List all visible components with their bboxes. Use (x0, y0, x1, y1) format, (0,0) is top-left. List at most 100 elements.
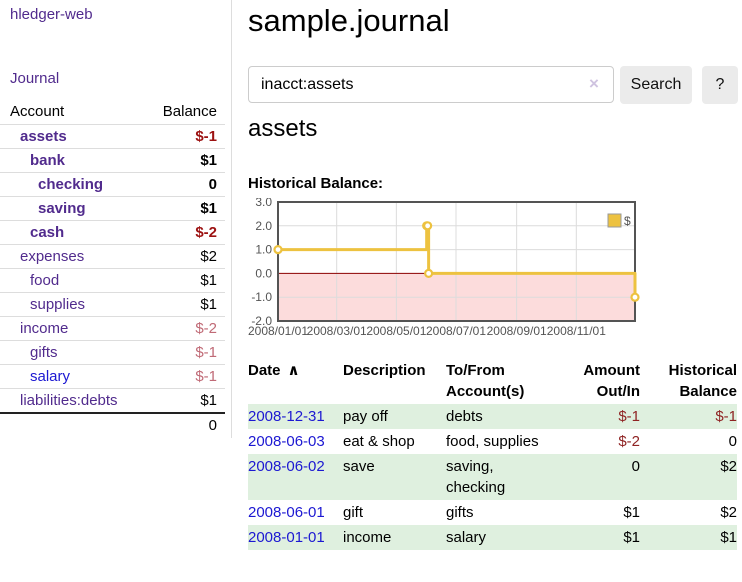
app-brand-link[interactable]: hledger-web (10, 6, 93, 23)
txn-balance: $2 (640, 454, 737, 500)
accounts-total-row: 0 (0, 412, 225, 437)
account-name-cell: bank (0, 148, 140, 173)
svg-text:1.0: 1.0 (255, 243, 272, 257)
account-link[interactable]: supplies (30, 296, 86, 313)
account-link[interactable]: food (30, 272, 60, 289)
col-header-tofrom: To/From Account(s) (446, 362, 525, 400)
txn-amount: $1 (623, 504, 640, 521)
account-heading: assets (248, 115, 318, 142)
clear-search-icon[interactable]: × (589, 74, 599, 93)
svg-text:0.0: 0.0 (255, 266, 272, 280)
account-link[interactable]: gifts (30, 344, 58, 361)
transaction-row[interactable]: 2008-01-01 income salary $1 $1 (248, 525, 737, 550)
txn-balance: 0 (728, 433, 737, 450)
account-row: bank $1 (0, 148, 225, 173)
account-balance: $-1 (139, 340, 225, 365)
account-link[interactable]: saving (38, 200, 86, 217)
col-header-amount: Amount Out/In (583, 362, 640, 400)
svg-text:2008/11/01: 2008/11/01 (547, 324, 606, 338)
txn-amount: $1 (558, 525, 640, 550)
txn-description: pay off (343, 404, 446, 429)
account-balance: $1 (139, 268, 225, 293)
svg-text:$: $ (624, 214, 631, 228)
main-content: sample.journal × Search ? assets Histori… (248, 0, 742, 582)
account-balance: 0 (139, 172, 225, 197)
txn-amount: $-2 (618, 433, 640, 450)
account-link[interactable]: assets (20, 128, 67, 145)
txn-balance: $2 (720, 504, 737, 521)
account-balance: $1 (139, 148, 225, 173)
account-link[interactable]: income (20, 320, 69, 337)
account-row: saving $1 (0, 196, 225, 221)
account-name-cell: gifts (0, 340, 140, 365)
txn-date-cell: 2008-12-31 (248, 404, 343, 429)
transaction-row[interactable]: 2008-06-02 save saving, checking 0 $2 (248, 454, 737, 500)
col-header-description: Description (343, 362, 426, 379)
txn-date-link[interactable]: 2008-01-01 (248, 529, 325, 546)
sidebar-item-journal[interactable]: Journal (10, 70, 60, 87)
search-button[interactable]: Search (620, 66, 692, 104)
chart-title: Historical Balance: (248, 175, 384, 192)
accounts-total-value: 0 (139, 412, 225, 437)
account-balance: $2 (139, 244, 225, 269)
accounts-total-spacer (0, 412, 140, 437)
account-balance: $-2 (139, 220, 225, 245)
account-link[interactable]: cash (30, 224, 65, 241)
svg-text:2008/01/01: 2008/01/01 (248, 324, 308, 338)
col-header-date[interactable]: Date ∧ (248, 358, 343, 404)
txn-date-cell: 2008-06-02 (248, 454, 343, 500)
svg-text:2008/07/01: 2008/07/01 (426, 324, 486, 338)
account-balance: $1 (139, 292, 225, 317)
help-button[interactable]: ? (702, 66, 738, 104)
col-header-balance: Historical Balance (668, 362, 737, 400)
account-link[interactable]: expenses (20, 248, 85, 265)
txn-date-cell: 2008-01-01 (248, 525, 343, 550)
account-name-cell: supplies (0, 292, 140, 317)
account-balance: $-1 (139, 124, 225, 149)
transactions-table: Date ∧ Description To/From Account(s) Amo… (248, 358, 737, 550)
account-name-cell: salary (0, 364, 140, 389)
svg-text:2.0: 2.0 (255, 219, 272, 233)
search-bar: × Search ? (248, 66, 742, 104)
account-balance: $-1 (139, 364, 225, 389)
account-link[interactable]: liabilities:debts (20, 392, 118, 409)
svg-text:-2.0: -2.0 (251, 314, 272, 328)
txn-amount: 0 (558, 454, 640, 500)
account-name-cell: expenses (0, 244, 140, 269)
svg-text:2008/05/01: 2008/05/01 (366, 324, 426, 338)
accounts-header-balance: Balance (162, 103, 217, 120)
account-link[interactable]: bank (30, 152, 66, 169)
accounts-panel: Account Balance assets $-1 bank $1 check… (0, 100, 225, 437)
txn-accounts: food, supplies (446, 433, 539, 450)
account-link[interactable]: salary (30, 368, 71, 385)
account-row: gifts $-1 (0, 340, 225, 365)
txn-date-link[interactable]: 2008-12-31 (248, 408, 325, 425)
txn-accounts: gifts (446, 504, 474, 521)
account-balance: $-2 (139, 316, 225, 341)
txn-balance: $1 (640, 525, 737, 550)
account-row: expenses $2 (0, 244, 225, 269)
search-input[interactable] (248, 66, 614, 103)
svg-text:3.0: 3.0 (255, 198, 272, 209)
txn-date-cell: 2008-06-03 (248, 429, 343, 454)
txn-accounts: salary (446, 525, 558, 550)
transactions-header-row: Date ∧ Description To/From Account(s) Amo… (248, 358, 737, 404)
account-balance: $1 (139, 196, 225, 221)
transaction-row[interactable]: 2008-12-31 pay off debts $-1 $-1 (248, 404, 737, 429)
txn-date-link[interactable]: 2008-06-03 (248, 433, 325, 450)
page-title: sample.journal (248, 3, 450, 38)
account-link[interactable]: checking (38, 176, 104, 193)
account-name-cell: income (0, 316, 140, 341)
txn-amount: $-1 (558, 404, 640, 429)
account-name-cell: food (0, 268, 140, 293)
transaction-row[interactable]: 2008-06-01 gift gifts $1 $2 (248, 500, 737, 525)
accounts-table: Account Balance assets $-1 bank $1 check… (0, 100, 225, 437)
account-row: supplies $1 (0, 292, 225, 317)
txn-description: income (343, 525, 446, 550)
account-balance: $1 (139, 388, 225, 413)
sidebar: hledger-web Journal Account Balance asse… (0, 0, 232, 438)
txn-description: gift (343, 504, 364, 521)
txn-date-link[interactable]: 2008-06-01 (248, 504, 325, 521)
txn-date-link[interactable]: 2008-06-02 (248, 458, 325, 475)
transaction-row[interactable]: 2008-06-03 eat & shop food, supplies $-2… (248, 429, 737, 454)
